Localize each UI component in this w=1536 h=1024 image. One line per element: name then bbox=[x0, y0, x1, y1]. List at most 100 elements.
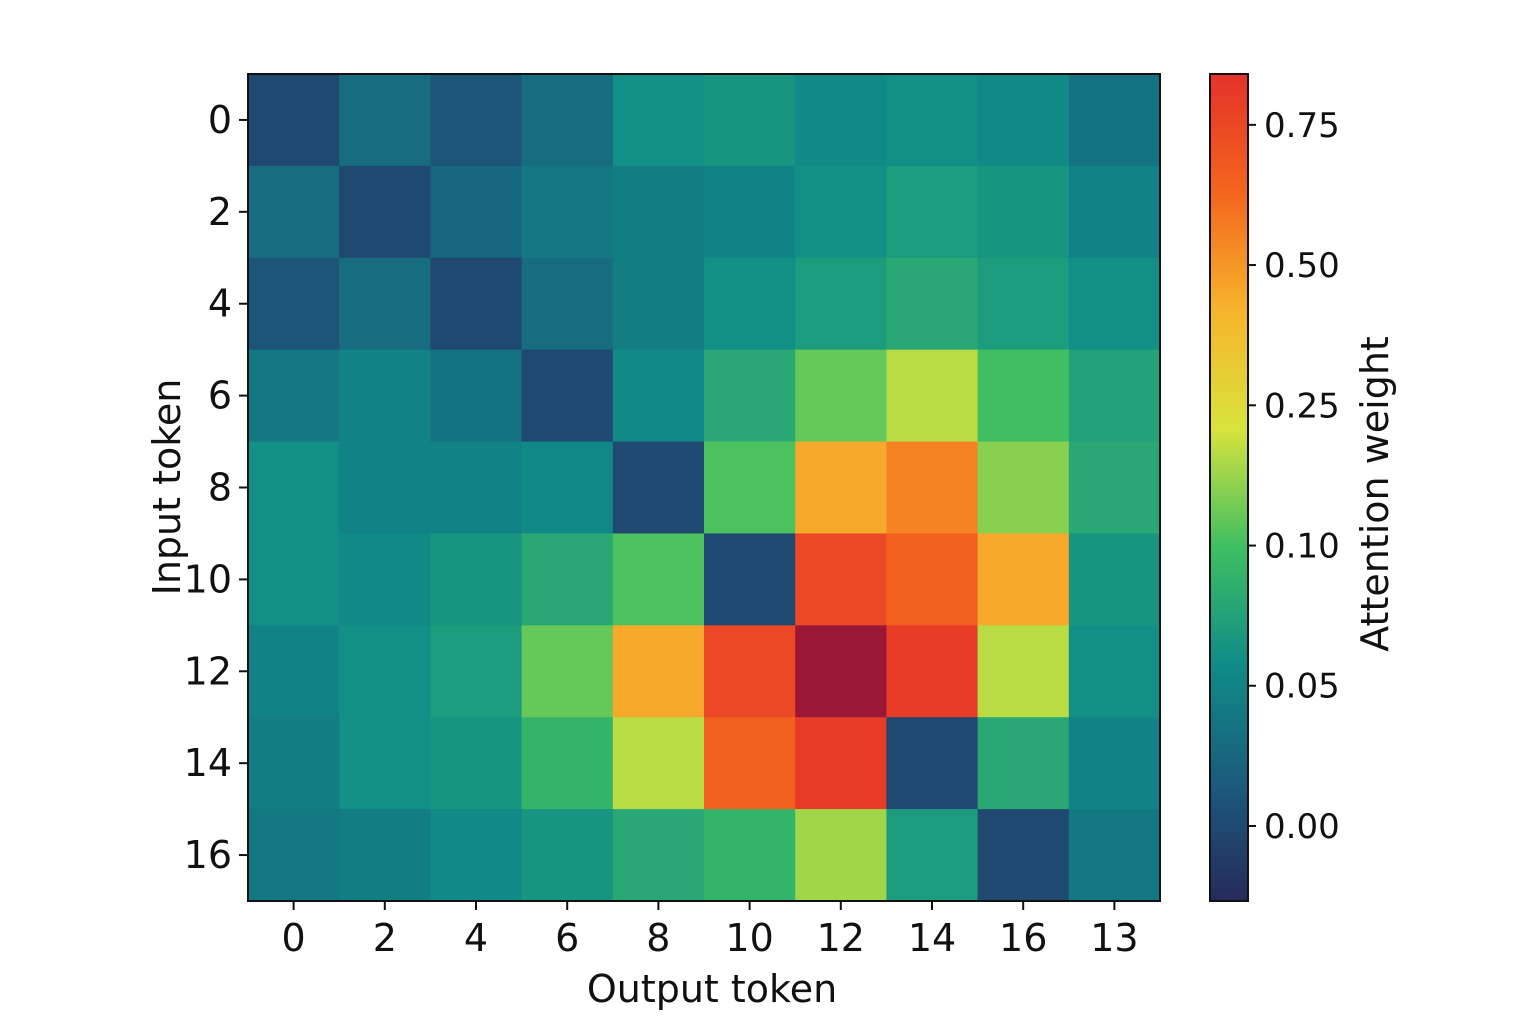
heatmap-cell bbox=[612, 165, 705, 259]
heatmap-cell bbox=[977, 717, 1070, 810]
heatmap-cell bbox=[430, 165, 523, 259]
x-tick-label: 13 bbox=[1090, 916, 1138, 960]
heatmap-cell bbox=[1068, 165, 1161, 259]
heatmap-cell bbox=[977, 257, 1070, 351]
heatmap-cell bbox=[430, 257, 523, 351]
heatmap-cell bbox=[886, 441, 979, 535]
colorbar bbox=[1209, 73, 1249, 902]
heatmap-cell bbox=[1068, 74, 1161, 167]
heatmap-cell bbox=[977, 533, 1070, 626]
colorbar-tick-label: 0.05 bbox=[1264, 667, 1340, 707]
heatmap-cell bbox=[248, 809, 340, 902]
heatmap-cell bbox=[612, 74, 705, 167]
heatmap-cell bbox=[339, 349, 431, 443]
y-tick-label: 2 bbox=[208, 190, 232, 234]
heatmap-cell bbox=[977, 441, 1070, 535]
heatmap-cell bbox=[704, 809, 796, 902]
heatmap-cell bbox=[795, 74, 887, 167]
heatmap-cell bbox=[248, 257, 340, 351]
heatmap-cell bbox=[521, 257, 614, 351]
heatmap-cell bbox=[704, 625, 796, 718]
x-tick-label: 0 bbox=[282, 916, 306, 960]
heatmap-cell bbox=[430, 717, 523, 810]
heatmap-cell bbox=[886, 349, 979, 443]
heatmap-cell bbox=[977, 625, 1070, 718]
x-tick-label: 16 bbox=[999, 916, 1047, 960]
heatmap-cell bbox=[1068, 717, 1161, 810]
colorbar-tick-label: 0.00 bbox=[1264, 807, 1340, 847]
heatmap-cell bbox=[886, 74, 979, 167]
heatmap-cell bbox=[1068, 533, 1161, 626]
x-tick-label: 10 bbox=[725, 916, 773, 960]
heatmap-cell bbox=[612, 533, 705, 626]
heatmap-cell bbox=[430, 625, 523, 718]
heatmap-cell bbox=[977, 349, 1070, 443]
heatmap-cell bbox=[704, 257, 796, 351]
y-tick-label: 12 bbox=[184, 649, 232, 693]
heatmap-cell bbox=[704, 441, 796, 535]
y-tick-label: 0 bbox=[208, 98, 232, 142]
y-tick-label: 4 bbox=[208, 282, 232, 326]
x-axis-ticks: 0 2 4 6 8 10 12 14 16 13 bbox=[282, 901, 1139, 960]
y-axis-title: Input token bbox=[145, 379, 189, 596]
heatmap-cell bbox=[430, 441, 523, 535]
colorbar-tick-label: 0.75 bbox=[1264, 106, 1340, 146]
heatmap-cell bbox=[1068, 349, 1161, 443]
heatmap-cell bbox=[795, 717, 887, 810]
x-tick-label: 4 bbox=[464, 916, 488, 960]
heatmap-cell bbox=[248, 349, 340, 443]
heatmap-cell bbox=[886, 809, 979, 902]
heatmap-cell bbox=[612, 625, 705, 718]
heatmap-cell bbox=[795, 349, 887, 443]
heatmap-cell bbox=[704, 717, 796, 810]
heatmap-cell bbox=[886, 165, 979, 259]
heatmap-cell bbox=[1068, 809, 1161, 902]
heatmap-cell bbox=[704, 74, 796, 167]
heatmap-cell bbox=[521, 533, 614, 626]
heatmap-cell bbox=[521, 809, 614, 902]
y-tick-label: 16 bbox=[184, 833, 232, 877]
heatmap-cell bbox=[521, 165, 614, 259]
heatmap-cell bbox=[704, 165, 796, 259]
heatmap-cell bbox=[339, 441, 431, 535]
heatmap-cell bbox=[795, 257, 887, 351]
x-tick-label: 2 bbox=[373, 916, 397, 960]
heatmap-cell bbox=[248, 165, 340, 259]
heatmap-cell bbox=[795, 165, 887, 259]
heatmap-cell bbox=[612, 349, 705, 443]
heatmap-cell bbox=[430, 809, 523, 902]
heatmap-cell bbox=[339, 625, 431, 718]
heatmap-cell bbox=[795, 533, 887, 626]
y-axis-ticks: 0 2 4 6 8 10 12 14 16 bbox=[184, 98, 248, 877]
heatmap-cell bbox=[339, 257, 431, 351]
heatmap-cell bbox=[795, 809, 887, 902]
heatmap-cell bbox=[795, 625, 887, 718]
colorbar-ticks: 0.00 0.05 0.10 0.25 0.50 0.75 bbox=[1248, 106, 1340, 847]
heatmap-cell bbox=[248, 717, 340, 810]
heatmap-cell bbox=[339, 74, 431, 167]
heatmap-cell bbox=[430, 74, 523, 167]
heatmap-cell bbox=[521, 74, 614, 167]
heatmap-cell bbox=[248, 441, 340, 535]
heatmap-cells bbox=[248, 74, 1161, 902]
x-tick-label: 14 bbox=[908, 916, 956, 960]
y-tick-label: 6 bbox=[208, 374, 232, 418]
colorbar-title: Attention weight bbox=[1353, 336, 1397, 652]
heatmap-cell bbox=[339, 809, 431, 902]
heatmap-cell bbox=[521, 717, 614, 810]
x-tick-label: 6 bbox=[555, 916, 579, 960]
heatmap-cell bbox=[339, 165, 431, 259]
heatmap-cell bbox=[248, 74, 340, 167]
heatmap-cell bbox=[521, 625, 614, 718]
colorbar-tick-label: 0.25 bbox=[1264, 386, 1340, 426]
heatmap-cell bbox=[1068, 257, 1161, 351]
y-tick-label: 10 bbox=[184, 557, 232, 601]
heatmap-cell bbox=[977, 74, 1070, 167]
y-tick-label: 14 bbox=[184, 741, 232, 785]
x-axis-title: Output token bbox=[587, 967, 837, 1011]
heatmap-cell bbox=[248, 625, 340, 718]
heatmap-cell bbox=[612, 809, 705, 902]
heatmap-cell bbox=[886, 257, 979, 351]
